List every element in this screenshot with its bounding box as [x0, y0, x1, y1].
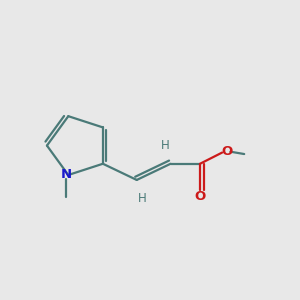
- Text: O: O: [194, 190, 206, 203]
- Text: H: H: [138, 192, 146, 205]
- Text: H: H: [161, 139, 170, 152]
- Text: N: N: [60, 168, 71, 181]
- Text: O: O: [222, 145, 233, 158]
